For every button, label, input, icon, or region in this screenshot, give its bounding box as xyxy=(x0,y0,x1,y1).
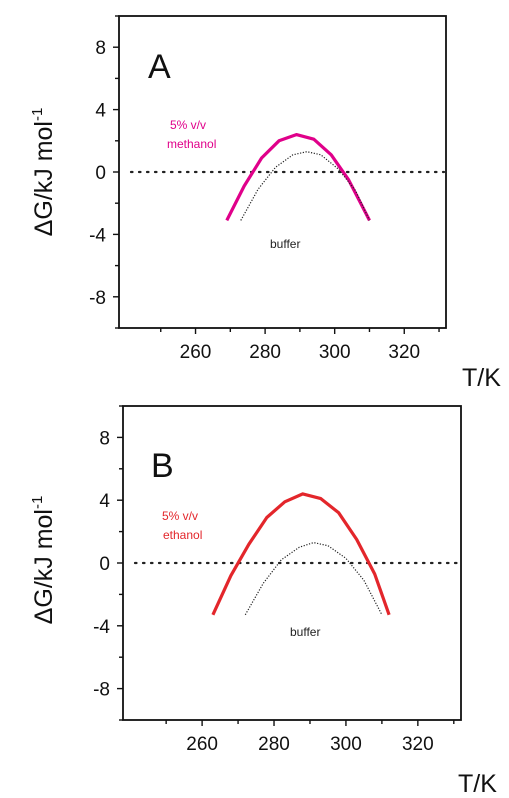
y-tick-label: 4 xyxy=(99,491,110,512)
panel-b: 8 4 0 -4 -8 260 280 300 320 B 5% v/v eth… xyxy=(29,405,497,798)
panel-label: B xyxy=(151,447,174,485)
y-tick-label: -4 xyxy=(93,617,110,638)
series-annotation-line2: methanol xyxy=(167,137,216,151)
x-tick-label: 260 xyxy=(180,342,212,363)
x-tick-label: 260 xyxy=(186,734,218,755)
x-tick-label: 300 xyxy=(330,734,362,755)
y-tick-label: -8 xyxy=(89,288,106,309)
y-tick-label: 0 xyxy=(99,554,110,575)
panel-label: A xyxy=(148,48,171,86)
y-tick-label: 8 xyxy=(99,428,110,449)
x-tick-label: 280 xyxy=(258,734,290,755)
x-axis-title: T/K xyxy=(458,770,497,798)
buffer-annotation: buffer xyxy=(290,625,320,639)
x-tick-label: 320 xyxy=(402,734,434,755)
series-annotation-line1: 5% v/v xyxy=(170,118,206,132)
series-annotation-line1: 5% v/v xyxy=(162,509,198,523)
series-line-ethanol xyxy=(211,492,391,616)
y-axis-title: ΔG/kJ mol-1 xyxy=(29,496,58,625)
series-line-methanol xyxy=(225,133,371,222)
panel-a: 8 4 0 -4 -8 260 280 300 320 A 5% v/v met… xyxy=(29,15,501,392)
y-tick-label: 0 xyxy=(95,163,106,184)
plot-frame xyxy=(122,405,462,721)
y-tick-label: 4 xyxy=(95,101,106,122)
y-tick-label: 8 xyxy=(95,38,106,59)
series-line-buffer xyxy=(240,151,371,221)
x-tick-label: 300 xyxy=(319,342,351,363)
x-axis-title: T/K xyxy=(462,364,501,392)
series-line-buffer xyxy=(244,541,383,616)
y-tick-label: -4 xyxy=(89,225,106,246)
y-tick-label: -8 xyxy=(93,680,110,701)
buffer-annotation: buffer xyxy=(270,237,300,251)
y-axis-title: ΔG/kJ mol-1 xyxy=(29,108,58,237)
tick-marks xyxy=(117,405,455,726)
x-tick-label: 320 xyxy=(388,342,420,363)
tick-marks xyxy=(113,15,440,334)
series-annotation-line2: ethanol xyxy=(163,528,202,542)
x-tick-label: 280 xyxy=(249,342,281,363)
